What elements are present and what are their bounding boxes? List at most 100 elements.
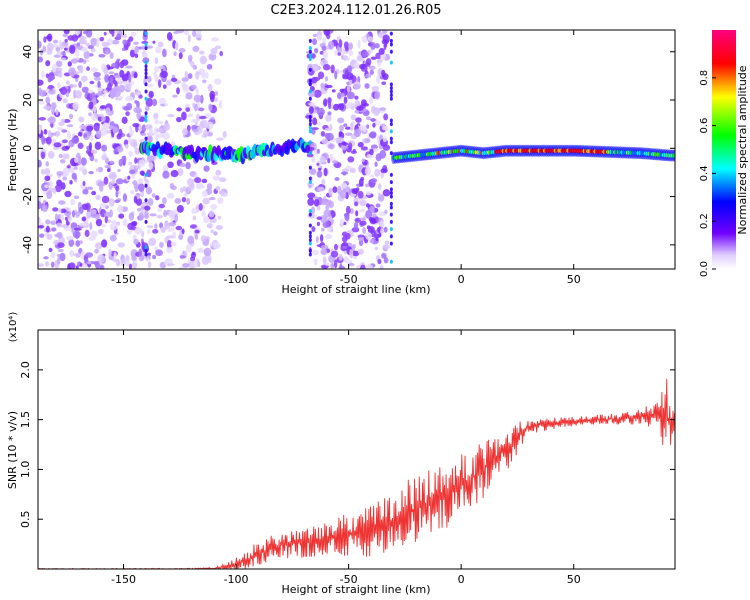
- spectrogram-noise-mark: [81, 46, 88, 53]
- spectrogram-noise-mark: [200, 235, 207, 242]
- spectrogram-noise-mark: [142, 52, 149, 58]
- spectrogram-noise-mark: [134, 227, 143, 235]
- spectrogram-noise-mark: [41, 70, 45, 79]
- spectrogram-noise-mark: [376, 107, 381, 113]
- spectrogram-noise-mark: [146, 45, 153, 49]
- spectrogram-streak-mark: [389, 122, 393, 127]
- spectrogram-noise-mark: [48, 247, 53, 253]
- spectrogram-noise-mark: [38, 225, 45, 229]
- spectrogram-noise-mark: [53, 142, 62, 148]
- spectrogram-noise-mark: [88, 170, 94, 175]
- spectrogram-noise-mark: [75, 48, 80, 57]
- spectrogram-noise-mark: [79, 240, 83, 245]
- spectrogram-noise-mark: [93, 106, 97, 114]
- spectrogram-noise-mark: [128, 263, 133, 269]
- spectrogram-noise-mark: [136, 111, 142, 120]
- spectrogram-noise-mark: [380, 227, 384, 235]
- snr-y-ticks: 0.5 1.0 1.5 2.0: [19, 361, 675, 528]
- spectrogram-noise-mark: [196, 30, 202, 35]
- spectrogram-noise-mark: [134, 157, 138, 164]
- spectrogram-noise-mark: [338, 253, 343, 261]
- spectrogram-noise-mark: [339, 70, 345, 74]
- spectrogram-noise-mark: [369, 69, 374, 75]
- spectrogram-noise-mark: [73, 253, 81, 257]
- spectrogram-noise-mark: [112, 79, 117, 85]
- spectrogram-noise-mark: [59, 86, 68, 95]
- spectrogram-noise-mark: [360, 264, 366, 269]
- spectrogram-noise-mark: [193, 94, 202, 103]
- spectrogram-x-tick-label: -50: [340, 273, 358, 286]
- spectrogram-noise-mark: [313, 47, 319, 54]
- spectrogram-noise-mark: [355, 210, 359, 217]
- spectrogram-noise-mark: [353, 128, 362, 138]
- spectrogram-noise-mark: [77, 142, 84, 149]
- snr-x-tick-label: -150: [111, 573, 136, 586]
- spectrogram-streak-mark: [144, 136, 148, 141]
- spectrogram-noise-mark: [139, 139, 145, 143]
- spectrogram-noise-mark: [361, 158, 366, 163]
- spectrogram-noise-mark: [325, 262, 329, 266]
- spectrogram-noise-mark: [312, 33, 318, 38]
- spectrogram-noise-mark: [92, 97, 97, 106]
- spectrogram-noise-mark: [370, 118, 377, 122]
- spectrogram-noise-mark: [372, 122, 376, 128]
- spectrogram-noise-mark: [133, 41, 139, 45]
- spectrogram-x-tick-label: -100: [224, 273, 249, 286]
- spectrogram-noise-mark: [109, 223, 118, 231]
- spectrogram-streak-mark: [308, 223, 312, 228]
- spectrogram-noise-mark: [147, 261, 152, 269]
- spectrogram-noise-mark: [378, 183, 382, 191]
- spectrogram-noise-mark: [66, 165, 71, 169]
- spectrogram-noise-mark: [321, 178, 326, 185]
- spectrogram-noise-mark: [65, 80, 70, 85]
- spectrogram-noise-mark: [45, 225, 50, 233]
- snr-y-tick-label: 2.0: [19, 361, 32, 379]
- spectrogram-noise-mark: [379, 220, 385, 228]
- spectrogram-frame: [37, 29, 676, 270]
- spectrogram-noise-mark: [85, 211, 92, 219]
- spectrogram-noise-mark: [365, 116, 372, 121]
- spectrogram-noise-mark: [91, 67, 98, 73]
- spectrogram-noise-mark: [152, 40, 156, 44]
- spectrogram-noise-mark: [381, 81, 387, 86]
- spectrogram-noise-mark: [103, 66, 109, 75]
- spectrogram-streak-mark: [144, 89, 148, 94]
- spectrogram-noise-mark: [43, 105, 51, 110]
- spectrogram-noise-mark: [123, 155, 127, 163]
- spectrogram-noise-mark: [166, 240, 172, 249]
- spectrogram-noise-mark: [97, 87, 103, 92]
- spectrogram-noise-mark: [38, 79, 44, 86]
- spectrogram-noise-mark: [70, 198, 76, 206]
- spectrogram-noise-mark: [148, 237, 157, 247]
- spectrogram-noise-mark: [121, 116, 128, 124]
- spectrogram-noise-mark: [348, 49, 354, 57]
- spectrogram-noise-mark: [369, 148, 374, 156]
- spectrogram-noise-mark: [170, 241, 177, 247]
- spectrogram-noise-mark: [185, 243, 192, 253]
- spectrogram-noise-mark: [127, 175, 131, 180]
- spectrogram-streak-mark: [144, 198, 148, 203]
- spectrogram-noise-mark: [185, 107, 191, 113]
- spectrogram-noise-mark: [144, 205, 151, 211]
- spectrogram-noise-mark: [325, 233, 333, 240]
- spectrogram-noise-mark: [169, 182, 175, 189]
- spectrogram-noise-mark: [78, 206, 84, 214]
- spectrogram-noise-mark: [341, 93, 345, 98]
- spectrogram-noise-mark: [46, 190, 53, 200]
- spectrogram-streak-mark: [308, 125, 312, 130]
- spectrogram-noise-mark: [55, 46, 61, 52]
- spectrogram-streak-mark: [389, 60, 393, 65]
- spectrogram-noise-mark: [65, 235, 74, 241]
- spectrogram-noise-mark: [213, 78, 222, 85]
- spectrogram-noise-mark: [382, 136, 387, 143]
- spectrogram-noise-mark: [209, 90, 216, 100]
- spectrogram-noise-mark: [308, 168, 317, 175]
- spectrogram-noise-mark: [117, 95, 124, 99]
- spectrogram-noise-mark: [69, 249, 73, 258]
- spectrogram-noise-mark: [125, 65, 133, 69]
- spectrogram-noise-mark: [325, 114, 332, 122]
- spectrogram-noise-mark: [51, 227, 57, 232]
- spectrogram-noise-mark: [312, 38, 318, 46]
- spectrogram-noise-mark: [176, 87, 180, 95]
- spectrogram-noise-mark: [96, 113, 105, 117]
